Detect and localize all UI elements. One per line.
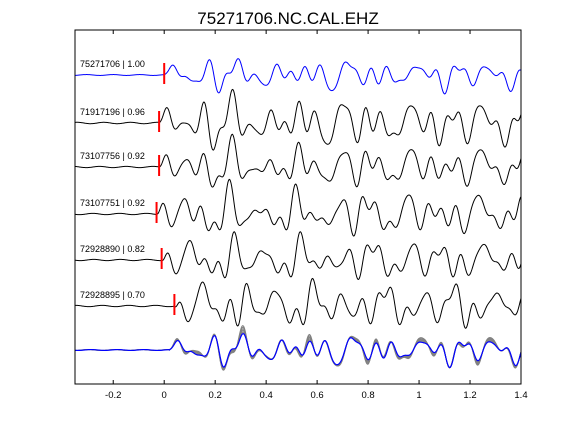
trace-73107751 (75, 178, 521, 237)
pick-group (155, 63, 176, 315)
x-tick-label-5: 0.8 (361, 390, 374, 401)
x-axis: -0.2 0 0.2 0.4 0.6 0.8 1 1.2 1.4 (105, 30, 528, 401)
x-tick-label-4: 0.6 (311, 390, 324, 401)
trace-71917196 (75, 88, 521, 151)
trace-label-72928890: 72928890 | 0.82 (80, 244, 145, 254)
x-tick-label-0: -0.2 (105, 390, 121, 401)
trace-72928890 (75, 231, 521, 281)
trace-73107756 (75, 133, 521, 188)
trace-label-75271706: 75271706 | 1.00 (80, 59, 145, 69)
x-tick-label-1: 0 (162, 390, 167, 401)
chart-title: 75271706.NC.CAL.EHZ (197, 9, 378, 28)
trace-label-73107751: 73107751 | 0.92 (80, 198, 145, 208)
x-tick-label-8: 1.4 (514, 390, 527, 401)
trace-label-group: 75271706 | 1.00 71917196 | 0.96 73107756 |… (80, 59, 145, 300)
x-tick-label-3: 0.4 (260, 390, 273, 401)
trace-label-73107756: 73107756 | 0.92 (80, 151, 145, 161)
stack-group (75, 325, 521, 371)
x-tick-label-7: 1.2 (463, 390, 476, 401)
trace-75271706 (75, 58, 521, 95)
trace-group (75, 58, 521, 329)
trace-72928895 (75, 277, 521, 329)
x-tick-label-6: 1 (416, 390, 421, 401)
trace-label-71917196: 71917196 | 0.96 (80, 107, 145, 117)
trace-label-72928895: 72928895 | 0.70 (80, 290, 145, 300)
axes-frame (74, 29, 522, 385)
stack-trace-75271706 (75, 332, 521, 369)
x-tick-label-2: 0.2 (209, 390, 222, 401)
